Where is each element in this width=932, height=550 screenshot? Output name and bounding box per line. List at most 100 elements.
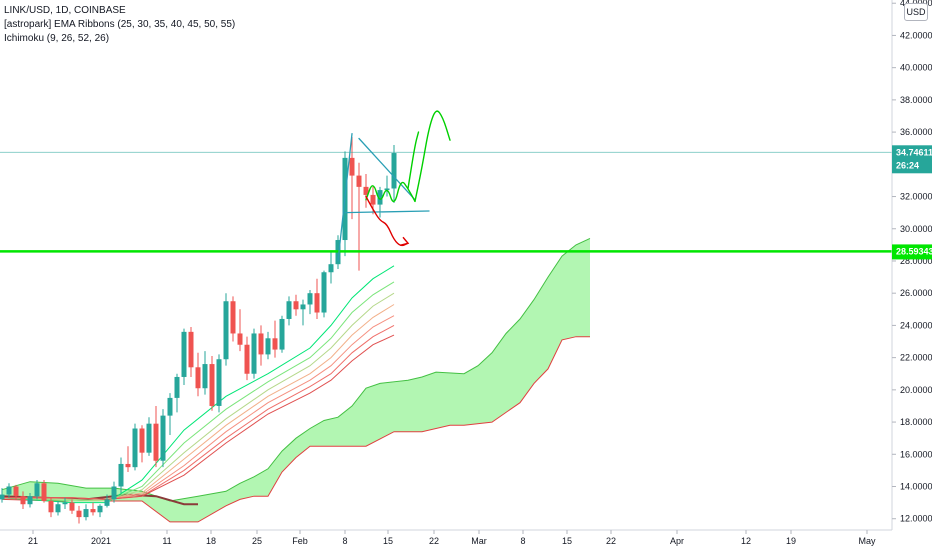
ichimoku-cloud-segment	[289, 441, 293, 465]
ichimoku-cloud-segment	[569, 247, 573, 339]
ichimoku-cloud-segment	[226, 489, 230, 506]
candle-body	[188, 331, 194, 368]
ichimoku-cloud-segment	[369, 385, 373, 445]
x-tick-label: May	[858, 536, 876, 546]
x-tick-label: 18	[206, 536, 216, 546]
ichimoku-cloud-segment	[397, 380, 401, 432]
candle-body	[314, 293, 320, 313]
ichimoku-cloud-segment	[530, 299, 534, 389]
x-tick-label: 15	[383, 536, 393, 546]
ichimoku-cloud-segment	[250, 476, 254, 497]
y-tick-label: 28.00000	[900, 256, 932, 266]
ichimoku-cloud-segment	[429, 373, 433, 431]
y-tick-label: 16.00000	[900, 449, 932, 459]
ichimoku-cloud-segment	[485, 356, 489, 423]
ichimoku-cloud-segment	[450, 372, 454, 426]
candle-body	[202, 364, 208, 389]
y-tick-label: 26.00000	[900, 288, 932, 298]
current-price-tag-text: 34.74611	[896, 147, 932, 157]
y-tick-label: 38.00000	[900, 95, 932, 105]
ichimoku-indicator-label[interactable]: Ichimoku (9, 26, 52, 26)	[4, 33, 110, 44]
candle-body	[34, 483, 40, 497]
x-tick-label: 22	[606, 536, 616, 546]
ichimoku-cloud-segment	[478, 362, 482, 424]
currency-badge[interactable]: USD	[904, 3, 928, 21]
ichimoku-cloud-segment	[261, 470, 265, 497]
ichimoku-cloud-segment	[544, 277, 548, 373]
candle-body	[377, 190, 383, 205]
x-tick-label: 8	[520, 536, 525, 546]
ichimoku-cloud-segment	[488, 352, 492, 423]
ichimoku-cloud-segment	[481, 359, 485, 424]
ichimoku-cloud-segment	[82, 487, 86, 502]
ichimoku-cloud-segment	[527, 304, 531, 394]
ichimoku-cloud-segment	[331, 418, 335, 447]
ichimoku-cloud-segment	[513, 322, 517, 408]
candle-body	[384, 188, 390, 191]
y-tick-label: 14.00000	[900, 482, 932, 492]
ichimoku-cloud-segment	[208, 493, 212, 516]
ichimoku-cloud-segment	[156, 496, 160, 515]
candle-body	[104, 499, 110, 506]
ema-indicator-label[interactable]: [astropark] EMA Ribbons (25, 30, 35, 40,…	[4, 19, 236, 30]
ichimoku-cloud-segment	[194, 496, 198, 522]
drawing-annotations	[0, 110, 892, 262]
x-tick-label: 19	[786, 536, 796, 546]
ichimoku-cloud-segment	[30, 481, 34, 501]
x-tick-label: 8	[342, 536, 347, 546]
ichimoku-cloud-segment	[320, 420, 324, 447]
ichimoku-cloud-segment	[310, 426, 314, 447]
ichimoku-cloud-segment	[509, 326, 513, 410]
ichimoku-cloud-segment	[348, 405, 352, 447]
ichimoku-cloud-segment	[439, 372, 443, 428]
ichimoku-cloud-segment	[75, 486, 79, 502]
ichimoku-cloud-segment	[173, 499, 177, 522]
y-tick-label: 12.00000	[900, 514, 932, 524]
ichimoku-cloud-segment	[576, 243, 580, 337]
ichimoku-cloud-segment	[373, 384, 377, 443]
freehand-annotation	[365, 181, 416, 203]
x-tick-label: Mar	[471, 536, 487, 546]
candles	[0, 136, 397, 524]
ichimoku-cloud-segment	[23, 482, 27, 501]
candle-body	[223, 301, 229, 360]
ichimoku-cloud-segment	[338, 414, 342, 447]
ichimoku-cloud-segment	[282, 447, 286, 473]
ema-ribbon-25	[1, 265, 395, 504]
candle-body	[27, 496, 33, 505]
ichimoku-cloud-segment	[362, 388, 366, 447]
ichimoku-cloud-segment	[551, 266, 555, 362]
ichimoku-cloud-segment	[390, 381, 394, 434]
ichimoku-cloud-segment	[383, 382, 387, 438]
ichimoku-cloud-segment	[177, 499, 181, 522]
ichimoku-cloud-segment	[201, 494, 205, 520]
candle-body	[237, 333, 243, 345]
level-price-tag-bg	[892, 244, 932, 260]
ichimoku-cloud-segment	[541, 282, 545, 377]
candle-body	[174, 376, 180, 398]
current-price-tag-text: 26:24	[896, 160, 919, 170]
candle-body	[251, 333, 257, 374]
ichimoku-cloud-segment	[404, 380, 408, 432]
ichimoku-cloud-segment	[222, 491, 226, 508]
candle-body	[349, 157, 355, 176]
candle-body	[90, 509, 96, 513]
ichimoku-cloud-segment	[166, 499, 170, 522]
ichimoku-cloud-segment	[61, 483, 65, 502]
ichimoku-cloud-segment	[415, 377, 419, 432]
symbol-title[interactable]: LINK/USD, 1D, COINBASE	[4, 5, 126, 16]
chart-legend: LINK/USD, 1D, COINBASE [astropark] EMA R…	[4, 4, 235, 46]
candle-body	[13, 486, 19, 497]
ichimoku-cloud-segment	[471, 367, 475, 425]
ichimoku-cloud-segment	[523, 309, 527, 398]
y-tick-label: 36.00000	[900, 127, 932, 137]
candle-body	[167, 397, 173, 416]
ichimoku-cloud-segment	[516, 318, 520, 406]
ichimoku-cloud-segment	[229, 487, 233, 505]
ichimoku-cloud-segment	[562, 253, 566, 340]
ichimoku-cloud-segment	[152, 494, 156, 512]
ichimoku-cloud-segment	[495, 343, 499, 420]
ichimoku-cloud-segment	[586, 238, 590, 337]
